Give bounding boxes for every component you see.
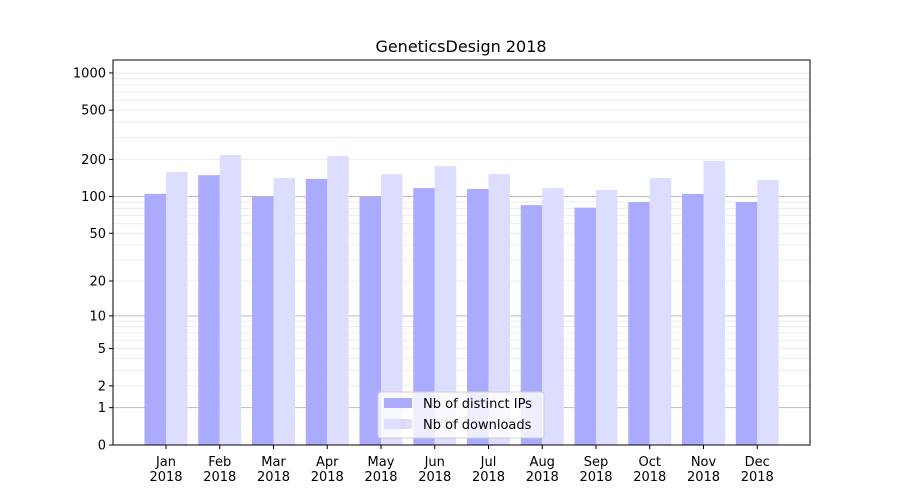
bar-distinct-ips — [628, 202, 650, 445]
bar-distinct-ips — [305, 178, 328, 445]
bar-distinct-ips — [144, 193, 166, 445]
bar-downloads — [219, 155, 242, 446]
y-tick-label: 1 — [98, 401, 106, 416]
legend-swatch — [384, 398, 412, 408]
bar-downloads — [327, 156, 349, 445]
bar-downloads — [542, 188, 564, 446]
legend-box — [377, 391, 545, 439]
bar-distinct-ips — [252, 196, 274, 445]
bar-downloads — [488, 174, 510, 445]
bars — [144, 155, 779, 446]
y-tick-label: 0 — [98, 439, 106, 454]
bar-distinct-ips — [682, 193, 704, 445]
legend-label: Nb of downloads — [423, 418, 532, 433]
y-tick-label: 1000 — [73, 66, 106, 81]
bar-downloads — [166, 172, 188, 445]
legend-swatch — [384, 419, 412, 429]
y-tick-label: 20 — [89, 275, 106, 290]
bar-distinct-ips — [359, 196, 381, 445]
bar-downloads — [381, 174, 403, 445]
axes-frame — [112, 59, 811, 446]
legend-label: Nb of distinct IPs — [423, 397, 532, 412]
bar-distinct-ips — [574, 207, 596, 445]
bar-downloads — [649, 178, 672, 445]
y-tick-label: 100 — [81, 190, 106, 205]
chart-title: GeneticsDesign 2018 — [375, 37, 546, 56]
x-tick-label: Apr 2018 — [311, 455, 344, 485]
bar-downloads — [596, 189, 618, 445]
x-axis: Jan 2018 Feb 2018 Mar 2018 Apr 2018 May 2018 Jun 20… — [149, 445, 774, 485]
y-tick-label: 5 — [98, 342, 106, 357]
legend: Nb of distinct IPs Nb of downloads — [377, 391, 545, 439]
y-tick-label: 2 — [98, 379, 106, 394]
x-tick-label: Mar 2018 — [257, 455, 290, 485]
y-tick-label: 200 — [81, 153, 106, 168]
bar-distinct-ips — [198, 175, 220, 446]
bar-downloads — [273, 178, 295, 445]
y-tick-label: 500 — [81, 104, 106, 119]
bar-downloads — [434, 165, 457, 445]
y-axis: 0 1 2 5 10 20 50 100 200 500 1000 — [73, 66, 113, 454]
x-tick-label: May 2018 — [364, 455, 397, 485]
bar-downloads — [703, 161, 725, 445]
bar-distinct-ips — [520, 205, 543, 445]
x-tick-label: Aug 2018 — [526, 455, 559, 485]
x-tick-label: Dec 2018 — [741, 455, 774, 485]
x-tick-label: Jun 2018 — [418, 455, 451, 485]
x-tick-label: Sep 2018 — [579, 455, 612, 485]
y-tick-label: 10 — [89, 309, 106, 324]
x-tick-label: Oct 2018 — [633, 455, 666, 485]
bar-distinct-ips — [413, 188, 435, 446]
bar-distinct-ips — [735, 202, 758, 445]
x-tick-label: Nov 2018 — [687, 455, 720, 485]
x-tick-label: Jul 2018 — [472, 455, 505, 485]
x-tick-label: Feb 2018 — [203, 455, 236, 485]
bar-downloads — [757, 180, 779, 446]
y-tick-label: 50 — [89, 227, 106, 242]
x-tick-label: Jan 2018 — [149, 455, 182, 485]
bar-distinct-ips — [467, 189, 489, 445]
